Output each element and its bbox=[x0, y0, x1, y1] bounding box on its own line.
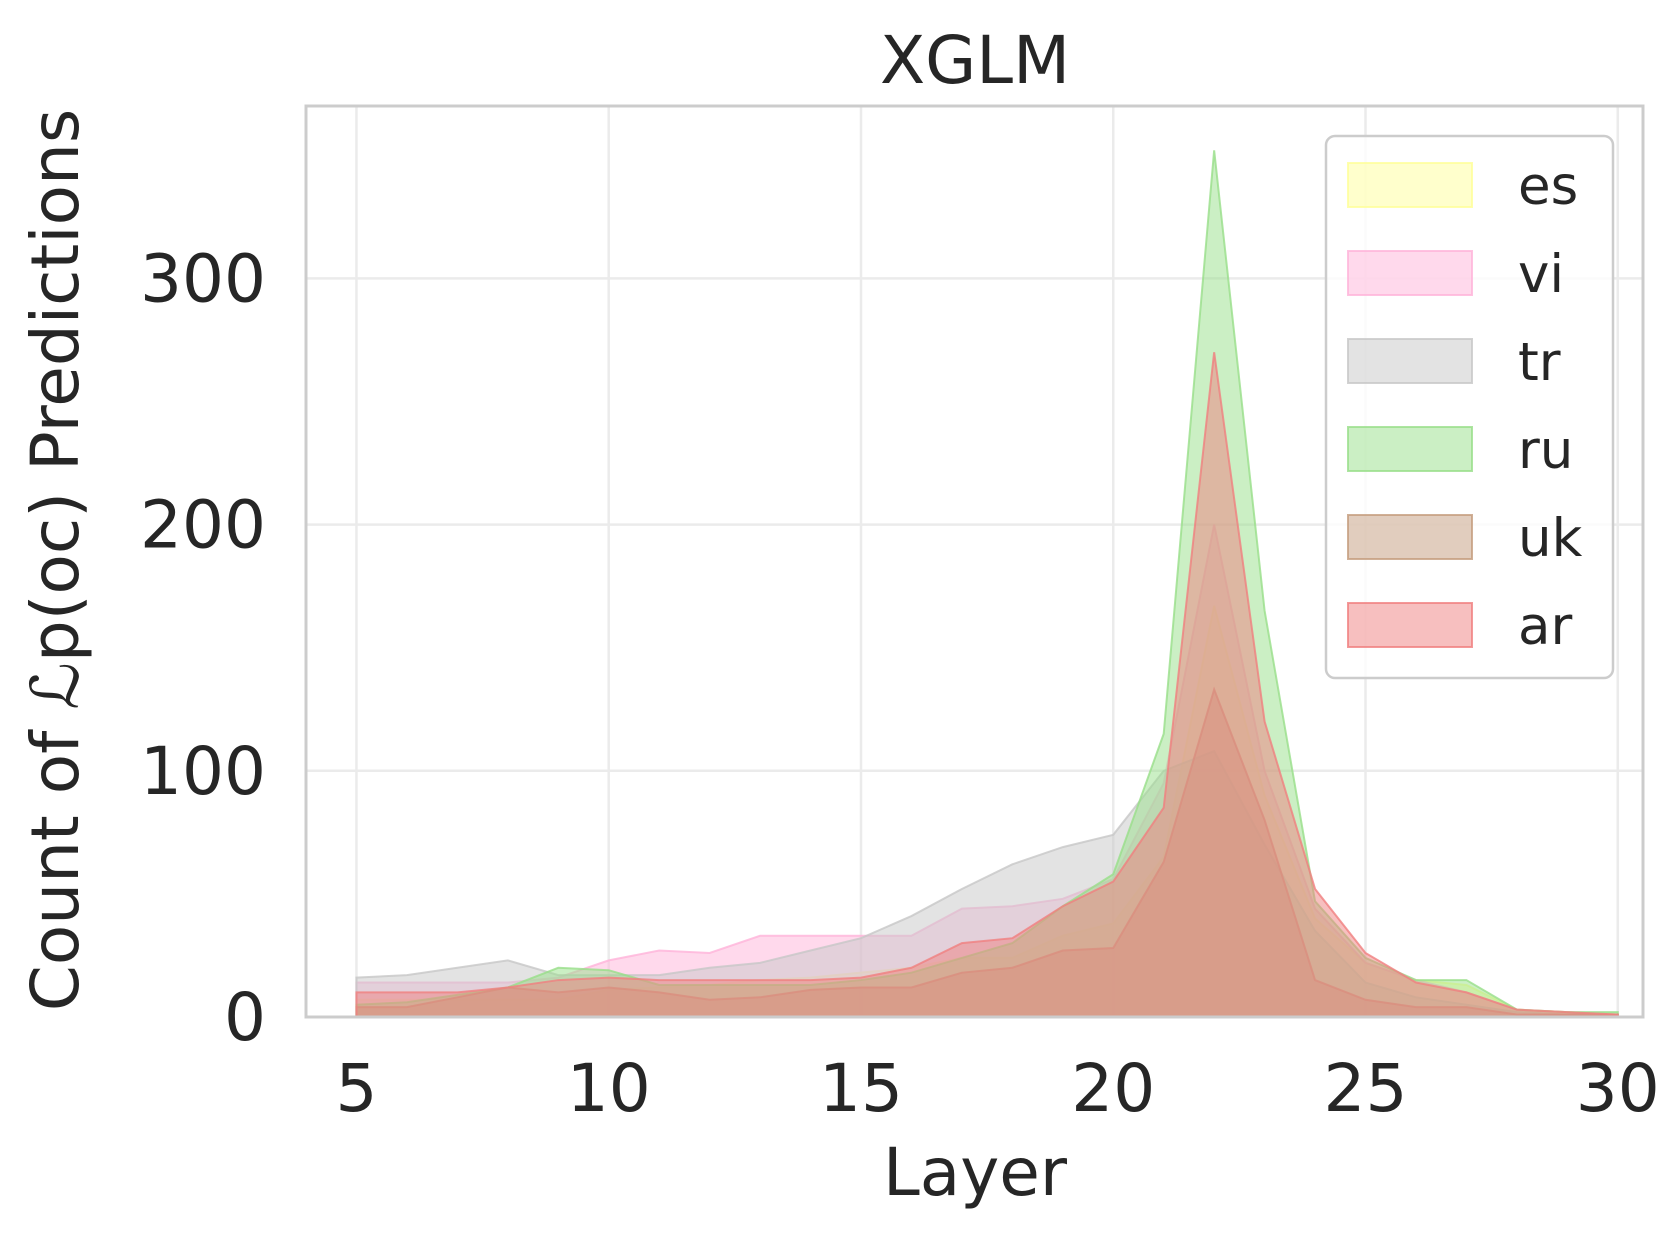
chart-title: XGLM bbox=[880, 22, 1070, 99]
legend-swatch-ru bbox=[1347, 426, 1473, 472]
legend-swatch-ar bbox=[1347, 602, 1473, 648]
legend-label-uk: uk bbox=[1518, 508, 1583, 569]
legend-label-ar: ar bbox=[1518, 596, 1572, 657]
legend-label-tr: tr bbox=[1518, 332, 1561, 393]
plot-frame bbox=[304, 104, 1645, 1019]
legend-label-ru: ru bbox=[1518, 420, 1573, 481]
legend-swatch-es bbox=[1347, 162, 1473, 208]
legend-swatch-tr bbox=[1347, 338, 1473, 384]
x-tick-label: 10 bbox=[567, 1050, 651, 1127]
y-tick-label: 100 bbox=[140, 733, 266, 810]
x-tick-label: 15 bbox=[819, 1050, 903, 1127]
legend-swatch-uk bbox=[1347, 514, 1473, 560]
legend: es vi tr ru uk ar bbox=[1324, 134, 1615, 680]
y-tick-label: 0 bbox=[224, 979, 266, 1056]
x-tick-label: 30 bbox=[1576, 1050, 1660, 1127]
x-tick-label: 25 bbox=[1324, 1050, 1408, 1127]
legend-swatch-vi bbox=[1347, 250, 1473, 296]
x-tick-label: 20 bbox=[1071, 1050, 1155, 1127]
x-tick-label: 5 bbox=[335, 1050, 377, 1127]
legend-label-es: es bbox=[1518, 156, 1578, 217]
series-area-ar bbox=[355, 352, 1619, 1018]
legend-label-vi: vi bbox=[1518, 244, 1564, 305]
y-axis-label: Count of ℒp(oc) Predictions bbox=[17, 109, 94, 1011]
x-axis-label: Layer bbox=[883, 1134, 1068, 1211]
y-tick-label: 300 bbox=[140, 240, 266, 317]
y-tick-label: 200 bbox=[140, 487, 266, 564]
